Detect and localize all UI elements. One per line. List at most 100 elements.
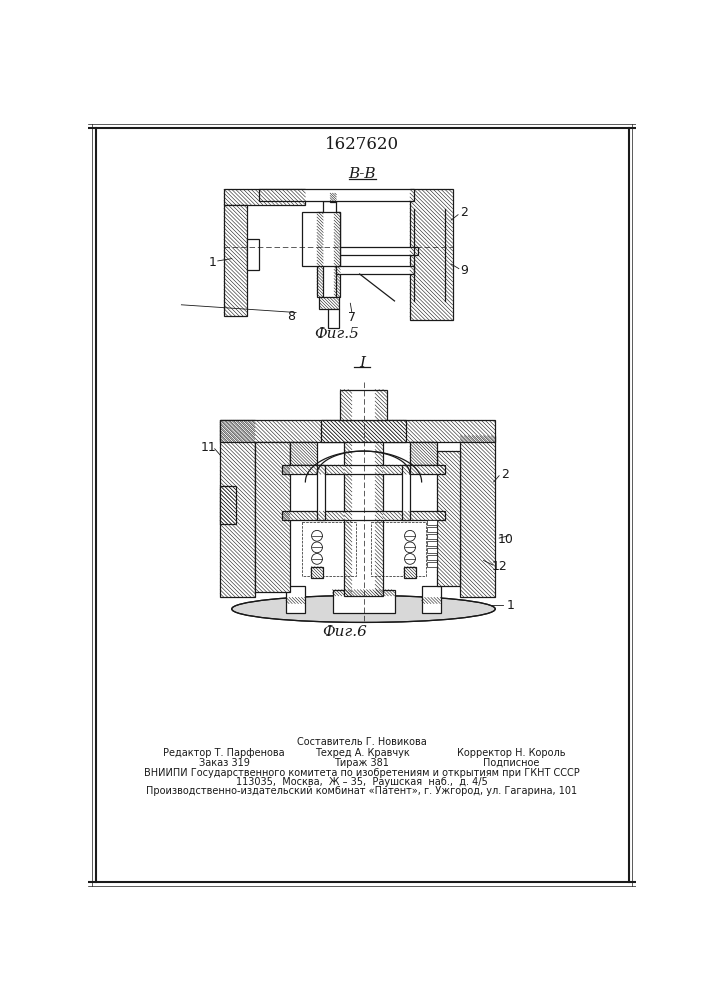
Bar xyxy=(375,389,387,420)
Text: 2: 2 xyxy=(460,206,468,219)
Bar xyxy=(332,590,395,596)
Bar xyxy=(224,189,305,205)
Bar xyxy=(410,189,452,320)
Text: 12: 12 xyxy=(491,560,507,573)
Bar xyxy=(220,486,235,524)
Bar xyxy=(317,465,325,520)
Bar xyxy=(282,465,445,474)
Text: 11: 11 xyxy=(201,441,216,454)
Polygon shape xyxy=(337,266,414,274)
Bar xyxy=(311,567,323,578)
Text: ВНИИПИ Государственного комитета по изобретениям и открытиям при ГКНТ СССР: ВНИИПИ Государственного комитета по изоб… xyxy=(144,768,580,778)
Bar xyxy=(286,597,305,604)
Text: Тираж 381: Тираж 381 xyxy=(334,758,390,768)
Bar xyxy=(340,247,418,255)
Text: Корректор Н. Король: Корректор Н. Король xyxy=(457,748,565,758)
Bar xyxy=(427,562,437,567)
Bar xyxy=(330,193,337,202)
Bar xyxy=(330,193,337,202)
Text: Производственно-издательский комбинат «Патент», г. Ужгород, ул. Гагарина, 101: Производственно-издательский комбинат «П… xyxy=(146,786,578,796)
Bar xyxy=(371,522,426,576)
Bar xyxy=(255,442,290,592)
Bar xyxy=(334,212,340,297)
Bar xyxy=(282,511,445,520)
Bar xyxy=(427,520,437,525)
Text: 10: 10 xyxy=(498,533,513,546)
Bar xyxy=(410,189,452,320)
Bar xyxy=(311,567,323,578)
Bar xyxy=(220,420,495,442)
Text: Редактор Т. Парфенова: Редактор Т. Парфенова xyxy=(163,748,285,758)
Bar xyxy=(427,534,437,539)
Bar xyxy=(421,597,441,604)
Circle shape xyxy=(312,542,322,553)
Bar xyxy=(344,442,352,596)
Bar xyxy=(344,442,383,596)
Circle shape xyxy=(312,554,322,564)
Bar xyxy=(404,567,416,578)
Bar xyxy=(286,597,305,604)
Text: Техред А. Кравчук: Техред А. Кравчук xyxy=(315,748,409,758)
Text: Подписное: Подписное xyxy=(483,758,539,768)
Bar xyxy=(317,212,340,297)
Bar xyxy=(383,511,445,520)
Bar xyxy=(301,522,356,576)
Bar xyxy=(427,541,437,546)
Bar xyxy=(460,436,495,597)
Bar xyxy=(290,442,317,465)
Text: 2: 2 xyxy=(501,468,509,481)
Bar xyxy=(427,555,437,560)
Bar xyxy=(220,420,255,597)
Bar xyxy=(247,239,259,270)
Text: Фиг.5: Фиг.5 xyxy=(314,327,359,341)
Bar xyxy=(421,586,441,613)
Bar xyxy=(290,442,317,465)
Bar xyxy=(437,451,460,586)
Bar xyxy=(383,465,445,474)
Bar xyxy=(255,442,290,592)
Bar xyxy=(427,527,437,532)
Bar xyxy=(404,567,416,578)
Text: 113035,  Москва,  Ж – 35,  Раушская  наб.,  д. 4/5: 113035, Москва, Ж – 35, Раушская наб., д… xyxy=(236,777,488,787)
Bar xyxy=(320,297,339,309)
Text: 9: 9 xyxy=(460,264,468,277)
Bar xyxy=(290,442,317,465)
Bar xyxy=(340,389,387,420)
Text: В-В: В-В xyxy=(348,167,375,181)
Bar xyxy=(421,597,441,604)
Circle shape xyxy=(312,530,322,541)
Bar xyxy=(332,590,395,613)
Text: Заказ 319: Заказ 319 xyxy=(199,758,250,768)
Text: 1627620: 1627620 xyxy=(325,136,399,153)
Bar xyxy=(328,309,339,328)
Text: 8: 8 xyxy=(288,310,296,323)
Text: Составитель Г. Новикова: Составитель Г. Новикова xyxy=(297,737,427,747)
Text: Фиг.6: Фиг.6 xyxy=(322,625,366,639)
Bar xyxy=(311,567,323,578)
Bar xyxy=(332,590,395,596)
Bar xyxy=(286,586,305,613)
Circle shape xyxy=(404,542,416,553)
Bar xyxy=(220,420,495,442)
Bar xyxy=(301,212,340,266)
Bar xyxy=(375,442,383,596)
Bar xyxy=(282,511,344,520)
Bar xyxy=(414,209,445,301)
Bar xyxy=(220,486,235,524)
Bar xyxy=(460,436,495,597)
Bar xyxy=(402,465,410,520)
Bar xyxy=(224,205,247,316)
Bar xyxy=(410,442,437,465)
Ellipse shape xyxy=(232,595,495,622)
Text: 1: 1 xyxy=(209,256,216,269)
Bar xyxy=(321,420,406,442)
Bar xyxy=(259,189,414,201)
Bar xyxy=(404,567,416,578)
Circle shape xyxy=(404,530,416,541)
Bar xyxy=(437,451,460,586)
Bar xyxy=(340,389,352,420)
Bar xyxy=(320,297,339,309)
Bar xyxy=(323,201,336,301)
Bar xyxy=(321,420,406,442)
Bar xyxy=(410,442,437,465)
